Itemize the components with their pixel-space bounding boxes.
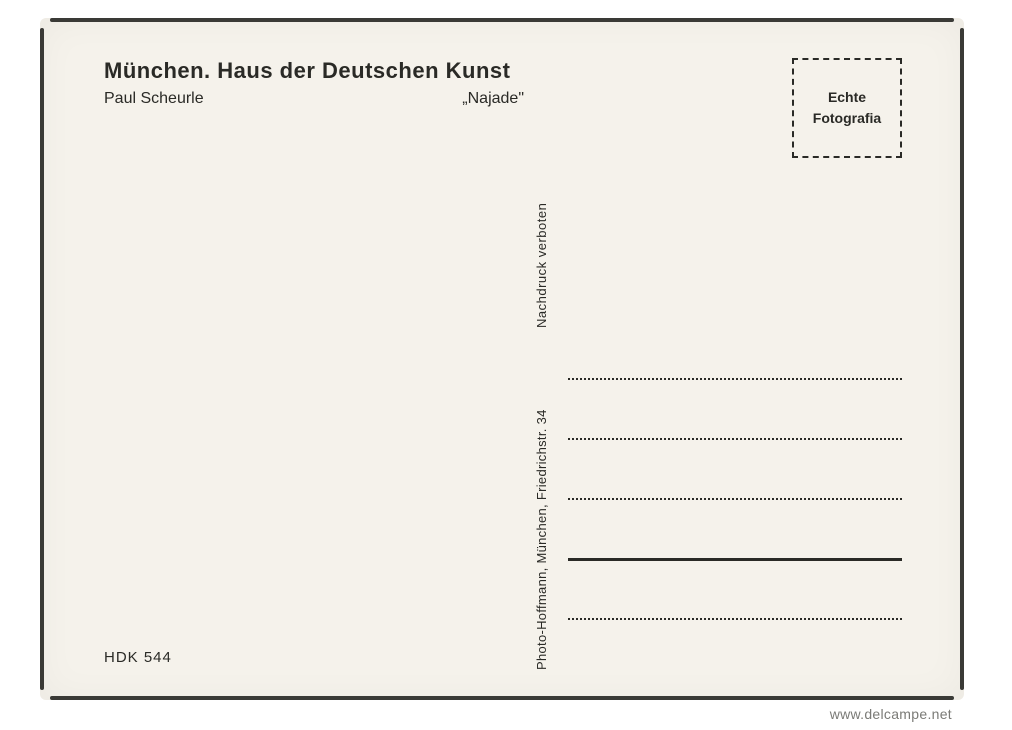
address-line [568, 498, 902, 500]
stamp-label-line1: Echte [828, 87, 866, 108]
publisher-vertical: Photo-Hoffmann, München, Friedrichstr. 3… [534, 409, 549, 670]
postcard-edge [960, 28, 964, 690]
artwork-name: „Najade" [462, 90, 524, 108]
watermark-text: www.delcampe.net [830, 706, 952, 722]
address-line [568, 378, 902, 380]
address-line [568, 618, 902, 620]
catalog-number: HDK 544 [104, 649, 172, 666]
postcard-back: München. Haus der Deutschen Kunst Paul S… [40, 18, 964, 700]
copyright-vertical: Nachdruck verboten [534, 203, 549, 328]
page-frame: München. Haus der Deutschen Kunst Paul S… [0, 0, 1012, 730]
postcard-edge [50, 18, 954, 22]
postcard-edge [40, 28, 44, 690]
museum-title: München. Haus der Deutschen Kunst [104, 58, 510, 84]
address-line-separator [568, 558, 902, 561]
stamp-placeholder: Echte Fotografia [792, 58, 902, 158]
artwork-subtitle-row: Paul Scheurle „Najade" [104, 90, 524, 108]
artist-name: Paul Scheurle [104, 90, 204, 108]
stamp-label-line2: Fotografia [813, 108, 881, 129]
address-line [568, 438, 902, 440]
postcard-edge [50, 696, 954, 700]
